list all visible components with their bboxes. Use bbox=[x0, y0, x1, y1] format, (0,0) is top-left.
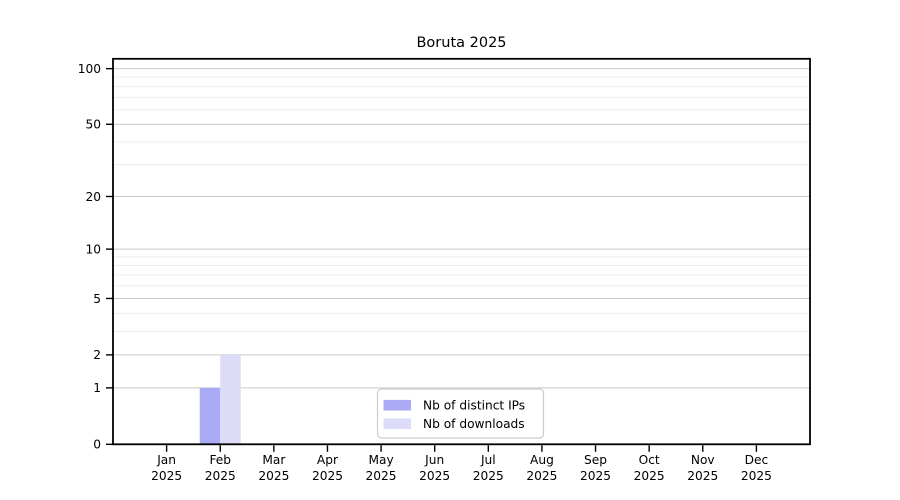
y-tick-label-5: 5 bbox=[93, 292, 101, 306]
x-tick-label-mar: Mar bbox=[262, 453, 286, 467]
x-tick-label-sep: Sep bbox=[584, 453, 607, 467]
x-tick-year-aug: 2025 bbox=[526, 469, 557, 483]
x-tick-label-aug: Aug bbox=[530, 453, 554, 467]
bar-nb-of-distinct-ips-feb bbox=[199, 387, 221, 445]
y-tick-label-100: 100 bbox=[78, 62, 101, 76]
x-tick-label-jan: Jan bbox=[156, 453, 176, 467]
x-tick-label-jun: Jun bbox=[424, 453, 444, 467]
bar-nb-of-downloads-feb bbox=[220, 354, 241, 445]
x-tick-year-mar: 2025 bbox=[258, 469, 289, 483]
legend-swatch-nb-of-distinct-ips bbox=[383, 399, 411, 411]
x-tick-year-may: 2025 bbox=[366, 469, 397, 483]
x-tick-label-nov: Nov bbox=[691, 453, 715, 467]
chart-title: Boruta 2025 bbox=[416, 35, 507, 51]
x-tick-label-oct: Oct bbox=[639, 453, 660, 467]
x-tick-label-dec: Dec bbox=[745, 453, 769, 467]
x-tick-label-feb: Feb bbox=[209, 453, 231, 467]
y-tick-label-0: 0 bbox=[93, 438, 101, 452]
y-tick-label-1: 1 bbox=[93, 381, 101, 395]
x-tick-year-dec: 2025 bbox=[741, 469, 772, 483]
legend-box bbox=[376, 388, 545, 439]
x-tick-label-may: May bbox=[368, 453, 393, 467]
x-tick-year-feb: 2025 bbox=[205, 469, 236, 483]
x-tick-year-oct: 2025 bbox=[634, 469, 665, 483]
legend-swatch-nb-of-downloads bbox=[383, 418, 411, 429]
x-tick-year-sep: 2025 bbox=[580, 469, 611, 483]
x-tick-label-jul: Jul bbox=[480, 453, 496, 467]
y-tick-label-50: 50 bbox=[85, 118, 101, 132]
plot-border bbox=[112, 57, 811, 446]
legend-label-nb-of-downloads: Nb of downloads bbox=[423, 417, 525, 431]
x-tick-year-apr: 2025 bbox=[312, 469, 343, 483]
x-tick-year-nov: 2025 bbox=[687, 469, 718, 483]
x-tick-year-jan: 2025 bbox=[151, 469, 182, 483]
x-tick-year-jun: 2025 bbox=[419, 469, 450, 483]
x-tick-year-jul: 2025 bbox=[473, 469, 504, 483]
x-tick-label-apr: Apr bbox=[317, 453, 339, 467]
y-tick-label-10: 10 bbox=[85, 242, 101, 256]
legend-label-nb-of-distinct-ips: Nb of distinct IPs bbox=[423, 399, 525, 413]
y-tick-label-20: 20 bbox=[85, 190, 101, 204]
y-tick-label-2: 2 bbox=[93, 348, 101, 362]
